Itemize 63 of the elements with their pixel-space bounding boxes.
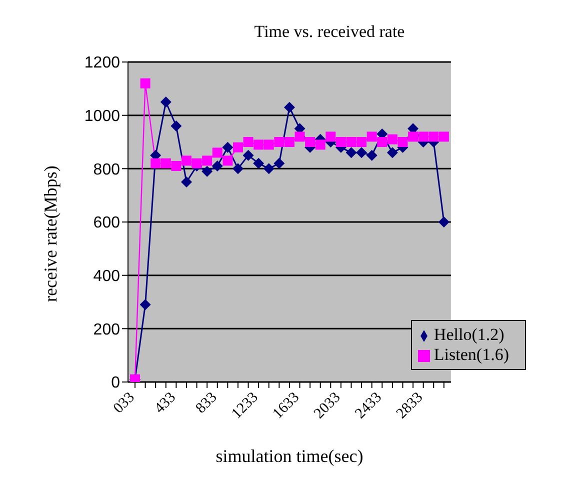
y-tick-label: 1200 [84, 54, 120, 72]
y-tick-label: 200 [93, 321, 120, 338]
y-tick-label: 0 [111, 374, 120, 392]
y-tick-label: 800 [93, 161, 120, 178]
point [315, 140, 326, 150]
point [243, 137, 254, 147]
point [428, 132, 439, 142]
point [284, 137, 294, 147]
point [264, 140, 274, 150]
point [222, 142, 234, 153]
point [160, 96, 172, 108]
x-tick-label: 833 [192, 390, 220, 417]
point [171, 161, 182, 171]
point [336, 137, 346, 147]
x-tick-label: 033 [110, 390, 138, 417]
point [305, 137, 316, 147]
point [232, 142, 243, 152]
point [346, 147, 357, 158]
point [408, 132, 418, 142]
x-tick-label: 433 [152, 390, 180, 417]
point [232, 163, 244, 174]
point [242, 150, 254, 161]
point [192, 158, 202, 168]
point [202, 156, 212, 166]
point [181, 156, 192, 166]
point [170, 120, 182, 132]
point [140, 78, 150, 88]
point [160, 158, 171, 168]
point [294, 132, 305, 142]
y-axis-title: receive rate(Mbps) [40, 166, 60, 302]
point [377, 137, 388, 147]
y-tick-label: 400 [93, 268, 120, 286]
point [222, 156, 233, 166]
y-tick-label: 600 [93, 214, 120, 232]
point [386, 147, 398, 158]
point [418, 132, 428, 142]
point [438, 132, 449, 142]
point [346, 137, 356, 147]
point [254, 140, 264, 150]
point [150, 158, 161, 168]
point [180, 176, 192, 188]
point [356, 147, 368, 158]
point [263, 163, 274, 174]
point [274, 158, 285, 169]
point [438, 216, 450, 228]
point [284, 102, 295, 113]
point [253, 158, 264, 169]
point [212, 160, 223, 172]
x-axis-title: simulation time(sec) [216, 446, 364, 466]
point [387, 134, 398, 144]
y-tick-label: 1000 [84, 108, 120, 126]
chart-title: Time vs. received rate [253, 21, 406, 43]
point [366, 132, 377, 142]
point [398, 137, 408, 147]
point [202, 166, 213, 177]
point [366, 150, 378, 161]
point [356, 137, 367, 147]
legend-label: Hello(1.2) [434, 325, 504, 344]
point [212, 148, 222, 158]
legend-label: Listen(1.6) [434, 345, 509, 364]
point [326, 132, 336, 142]
point [274, 137, 284, 147]
point [140, 299, 151, 310]
